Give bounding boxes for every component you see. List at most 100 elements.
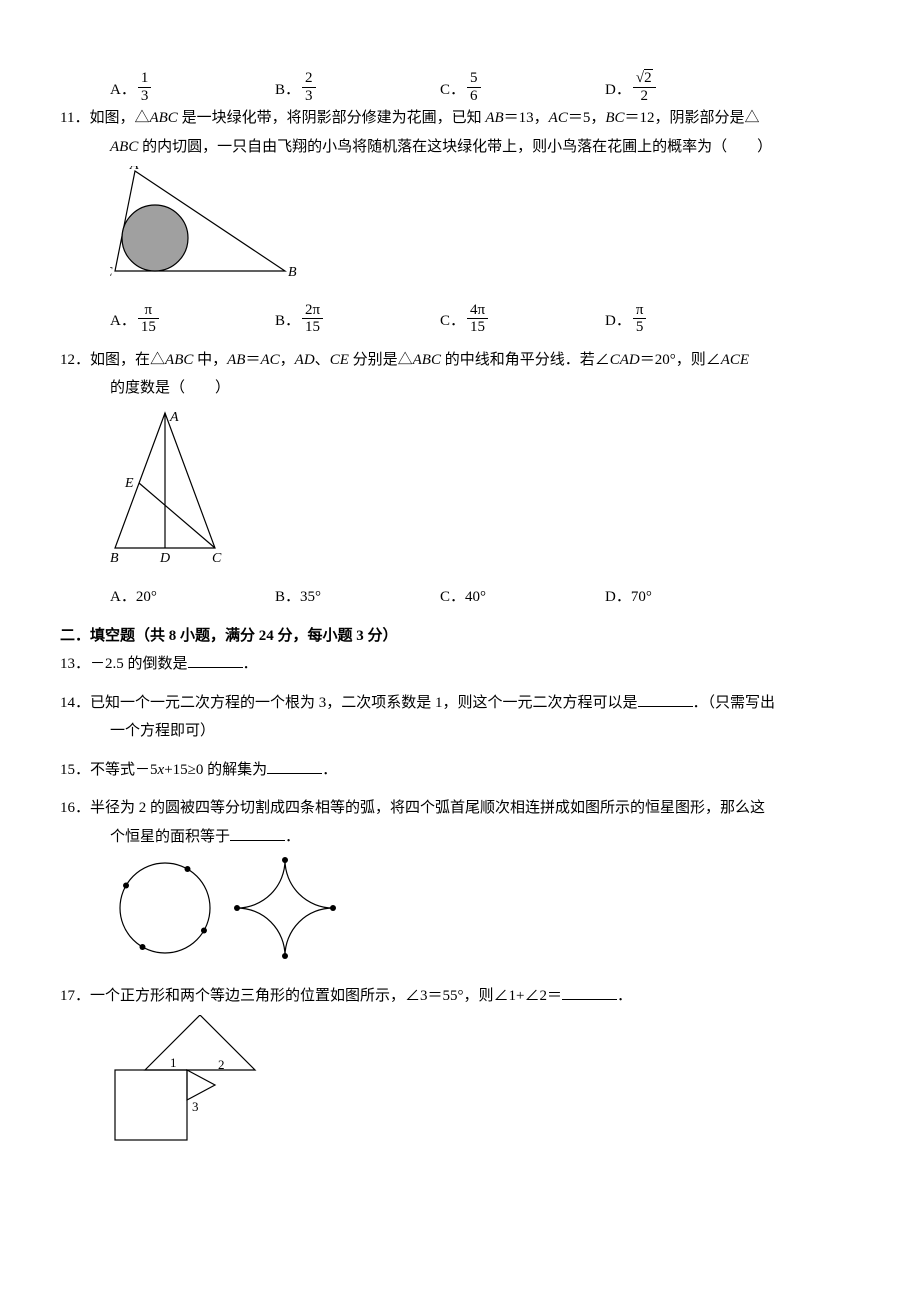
section2-header: 二．填空题（共 8 小题，满分 24 分，每小题 3 分） [60,622,860,651]
fraction: 1 3 [138,70,152,104]
q10-option-d: D． 2 2 [605,70,770,104]
problem-number: 14． [60,695,90,711]
t: ＝12，阴影部分是△ [625,110,760,126]
t: －2.5 的倒数是 [90,656,188,672]
denominator: 3 [302,88,316,105]
var: ABC [110,139,138,155]
q12-option-a: A．20° [110,583,275,612]
option-label: B． [275,76,300,105]
t: 一个正方形和两个等边三角形的位置如图所示，∠3＝55°，则∠1+∠2＝ [90,988,562,1004]
q10-option-a: A． 1 3 [110,70,275,104]
t: 是一块绿化带，将阴影部分修建为花圃，已知 [178,110,486,126]
problem-number: 12． [60,352,90,368]
option-label: B． [275,307,300,336]
fraction: 5 6 [467,70,481,104]
t: 中， [193,352,227,368]
denominator: 15 [302,319,323,336]
label-3: 3 [192,1099,199,1114]
option-label: D． [605,307,631,336]
var: AC [549,110,568,126]
t: 已知一个一元二次方程的一个根为 3，二次项系数是 1，则这个一元二次方程可以是 [90,695,638,711]
q14: 14．已知一个一元二次方程的一个根为 3，二次项系数是 1，则这个一元二次方程可… [60,689,860,746]
var: BC [605,110,624,126]
fraction: 2 2 [633,70,656,104]
fraction: π 5 [633,302,647,336]
q10-option-c: C． 5 6 [440,70,605,104]
q12-options: A．20° B．35° C．40° D．70° [110,583,860,612]
fraction: π 15 [138,302,159,336]
option-label: A． [110,307,136,336]
q13: 13．－2.5 的倒数是． [60,650,860,679]
q11-option-c: C． 4π 15 [440,302,605,336]
small-triangle [187,1070,215,1100]
blank [267,758,322,774]
q11-text: 11．如图，△ABC 是一块绿化带，将阴影部分修建为花圃，已知 AB＝13，AC… [60,104,860,133]
problem-number: 11． [60,110,89,126]
t: 个恒星的面积等于 [110,829,230,845]
q16: 16．半径为 2 的圆被四等分切割成四条相等的弧，将四个弧首尾顺次相连拼成如图所… [60,794,860,972]
label-b: B [288,265,297,280]
circle-star-diagram [110,856,350,961]
var: CAD [610,352,640,368]
problem-number: 16． [60,800,90,816]
q11-figure: A B C [110,166,860,297]
square-triangles-diagram: 1 2 3 [110,1015,270,1150]
fraction: 2π 15 [302,302,323,336]
q11-text-line2: ABC 的内切圆，一只自由飞翔的小鸟将随机落在这块绿化带上，则小鸟落在花圃上的概… [110,133,860,162]
t: ＝20°，则∠ [640,352,721,368]
label-2: 2 [218,1057,225,1072]
problem-number: 15． [60,762,90,778]
var: ABC [149,110,177,126]
q11-option-d: D． π 5 [605,302,770,336]
fraction: 2 3 [302,70,316,104]
blank [638,691,693,707]
blank [188,652,243,668]
q12-option-b: B．35° [275,583,440,612]
option-label: C． [440,76,465,105]
t: 如图，在△ [90,352,165,368]
denominator: 2 [633,88,656,105]
q12-text: 12．如图，在△ABC 中，AB＝AC，AD、CE 分别是△ABC 的中线和角平… [60,346,860,375]
numerator: 4π [467,302,488,320]
t: ＝ [245,352,260,368]
fraction: 4π 15 [467,302,488,336]
denominator: 15 [467,319,488,336]
t: 分别是△ [349,352,413,368]
var: ABC [413,352,441,368]
q11-option-b: B． 2π 15 [275,302,440,336]
isoceles-triangle-diagram: A B C D E [110,408,240,568]
t: ＝5， [568,110,606,126]
denominator: 5 [633,319,647,336]
star-shape [237,860,333,956]
t: 如图，△ [89,110,149,126]
t: ． [243,656,258,672]
var: AB [485,110,503,126]
numerator: π [633,302,647,320]
var: AC [260,352,279,368]
blank [230,825,285,841]
q10-option-b: B． 2 3 [275,70,440,104]
denominator: 6 [467,88,481,105]
label-c: C [110,265,113,280]
label-c: C [212,551,222,566]
q15: 15．不等式－5x+15≥0 的解集为． [60,756,860,785]
t: 的中线和角平分线．若∠ [441,352,610,368]
var: CE [330,352,349,368]
q12-option-d: D．70° [605,583,770,612]
numerator: 1 [138,70,152,88]
q11-options: A． π 15 B． 2π 15 C． 4π 15 D． π 5 [110,302,860,336]
q14-line2: 一个方程即可） [110,717,860,746]
denominator: 15 [138,319,159,336]
t: 半径为 2 的圆被四等分切割成四条相等的弧，将四个弧首尾顺次相连拼成如图所示的恒… [90,800,765,816]
circle-dots [123,866,207,950]
numerator: π [138,302,159,320]
square [115,1070,187,1140]
t: ． [322,762,337,778]
var: ABC [165,352,193,368]
q17: 17．一个正方形和两个等边三角形的位置如图所示，∠3＝55°，则∠1+∠2＝． … [60,982,860,1161]
q14-line1: 14．已知一个一元二次方程的一个根为 3，二次项系数是 1，则这个一元二次方程可… [60,689,860,718]
label-a: A [129,166,139,173]
q12-text-line2: 的度数是（ ） [110,374,860,403]
option-label: A． [110,76,136,105]
incircle [122,205,188,271]
